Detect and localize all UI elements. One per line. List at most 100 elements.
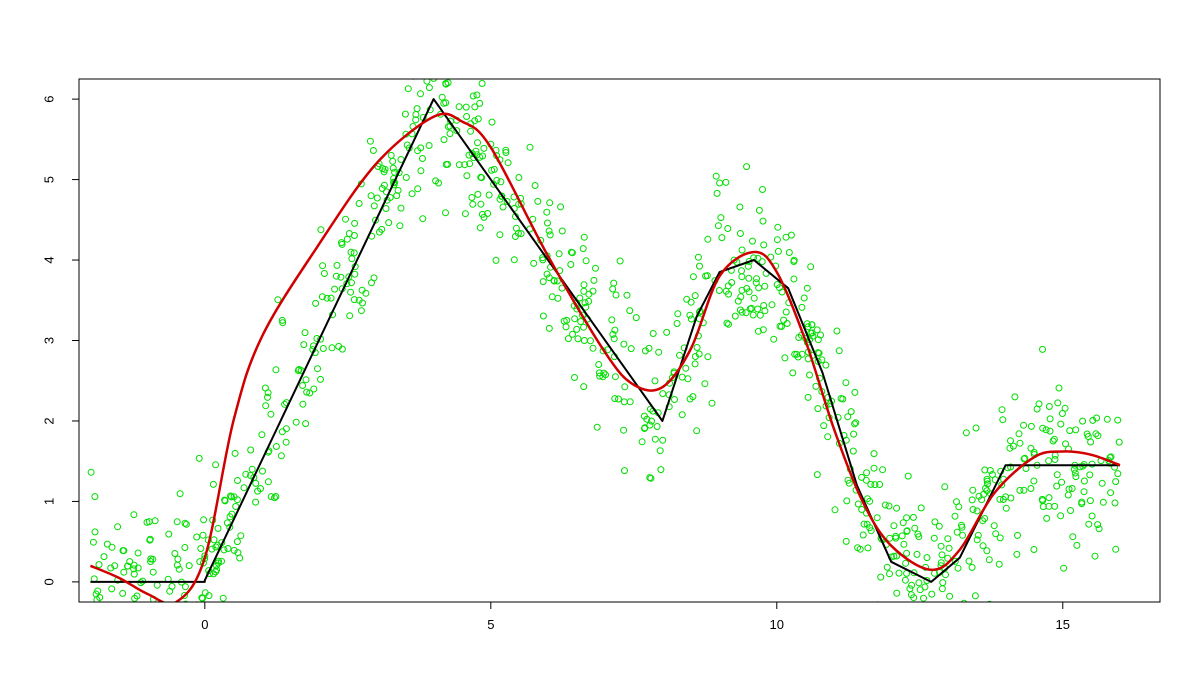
data-point: [107, 564, 115, 572]
data-point: [571, 315, 579, 323]
data-point: [209, 480, 217, 488]
data-point: [951, 557, 959, 565]
data-point: [738, 273, 746, 281]
data-point: [684, 375, 692, 383]
data-point: [362, 289, 370, 297]
data-point: [761, 282, 769, 290]
data-point: [931, 518, 939, 526]
data-point: [212, 543, 220, 551]
data-point: [394, 186, 402, 194]
data-point: [718, 234, 726, 242]
data-point: [1066, 427, 1074, 435]
data-point: [890, 522, 898, 530]
data-point: [218, 557, 225, 565]
data-point: [424, 49, 430, 55]
data-point: [461, 210, 469, 218]
data-point: [942, 571, 949, 579]
data-point: [988, 471, 996, 478]
data-point: [651, 435, 659, 443]
data-point: [833, 327, 841, 335]
data-point: [696, 262, 703, 270]
data-point: [937, 559, 945, 567]
data-point: [301, 329, 309, 337]
data-point: [742, 309, 750, 317]
data-point: [185, 562, 193, 570]
data-point: [770, 335, 778, 343]
data-point: [402, 174, 410, 181]
data-point: [1088, 512, 1096, 520]
data-point: [999, 416, 1007, 424]
data-point: [463, 172, 471, 180]
data-point: [357, 307, 365, 315]
data-point: [962, 429, 970, 437]
data-point: [100, 553, 108, 561]
data-point: [1060, 564, 1068, 572]
data-point: [173, 518, 181, 526]
data-point: [1045, 494, 1053, 502]
data-point: [815, 349, 823, 357]
data-point: [348, 255, 356, 263]
data-point: [759, 326, 767, 334]
data-point: [224, 545, 232, 552]
x-tick-label: 0: [201, 617, 208, 632]
data-point: [94, 587, 102, 595]
data-point: [915, 579, 923, 587]
data-point: [230, 493, 238, 501]
data-point: [258, 431, 266, 439]
data-point: [847, 408, 855, 416]
data-point: [413, 105, 421, 113]
data-point: [931, 637, 937, 643]
data-point: [299, 382, 307, 389]
data-point: [175, 565, 183, 573]
data-point: [641, 424, 649, 432]
data-point: [844, 476, 852, 484]
data-point: [292, 418, 300, 426]
data-point: [965, 557, 973, 565]
data-point: [1088, 460, 1096, 468]
data-point: [1099, 498, 1107, 506]
data-point: [990, 522, 998, 530]
data-point: [237, 532, 245, 540]
data-point: [476, 224, 484, 232]
data-point: [691, 292, 699, 300]
data-point: [414, 147, 422, 155]
data-point: [693, 344, 701, 351]
data-point: [264, 393, 271, 401]
data-point: [546, 199, 554, 207]
data-point: [905, 631, 911, 637]
data-point: [469, 55, 475, 61]
data-point: [984, 480, 991, 488]
data-point: [915, 533, 923, 541]
data-point: [510, 256, 518, 264]
plot-frame: [78, 78, 1161, 603]
data-point: [928, 590, 936, 598]
data-point: [425, 84, 433, 92]
data-point: [759, 217, 767, 225]
data-point: [627, 345, 635, 353]
data-point: [133, 592, 141, 600]
data-point: [580, 233, 588, 241]
data-point: [902, 559, 910, 567]
data-point: [442, 80, 450, 88]
data-point: [580, 383, 588, 391]
data-point: [530, 259, 538, 267]
data-point: [432, 16, 438, 22]
data-point: [1065, 485, 1073, 493]
data-point: [656, 447, 664, 455]
data-point: [804, 323, 812, 331]
data-point: [1112, 545, 1120, 553]
data-point: [789, 369, 797, 377]
data-point: [1094, 521, 1102, 529]
data-point: [338, 240, 346, 248]
data-point: [803, 284, 811, 292]
data-point: [358, 286, 366, 294]
data-point: [355, 200, 363, 207]
data-point: [892, 532, 900, 540]
data-point: [1051, 502, 1059, 510]
data-point: [981, 515, 989, 522]
data-point: [722, 178, 730, 186]
data-point: [493, 176, 501, 184]
data-point: [469, 92, 477, 100]
data-point: [863, 520, 871, 528]
data-point: [376, 228, 383, 236]
